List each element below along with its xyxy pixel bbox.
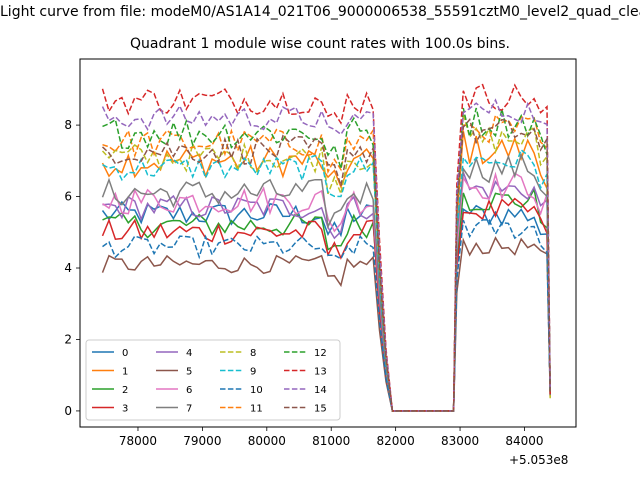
legend-label-10: 10 bbox=[250, 385, 263, 396]
legend-label-11: 11 bbox=[250, 404, 263, 415]
legend-label-9: 9 bbox=[250, 367, 256, 378]
y-tick-label: 8 bbox=[64, 118, 72, 132]
legend-label-4: 4 bbox=[186, 348, 192, 359]
series-line-8 bbox=[101, 114, 551, 412]
legend-label-14: 14 bbox=[314, 385, 327, 396]
y-tick-label: 0 bbox=[64, 404, 72, 418]
legend-label-6: 6 bbox=[186, 385, 192, 396]
series-line-14 bbox=[101, 98, 551, 412]
x-tick-label: 80000 bbox=[248, 434, 286, 448]
x-tick-label: 84000 bbox=[505, 434, 543, 448]
x-tick-label: 83000 bbox=[441, 434, 479, 448]
plot-frame bbox=[79, 58, 577, 428]
x-tick-label: 79000 bbox=[183, 434, 221, 448]
series-line-11 bbox=[102, 113, 551, 412]
y-tick-label: 4 bbox=[64, 261, 72, 275]
series-line-4 bbox=[102, 172, 551, 412]
figure-suptitle: Light curve from file: modeM0/AS1A14_021… bbox=[0, 4, 640, 20]
legend-label-13: 13 bbox=[314, 367, 327, 378]
legend-label-5: 5 bbox=[186, 367, 192, 378]
x-tick-label: 82000 bbox=[377, 434, 415, 448]
series-line-15 bbox=[101, 118, 551, 412]
series-line-13 bbox=[101, 83, 551, 412]
series-line-9 bbox=[102, 148, 551, 412]
legend-label-2: 2 bbox=[122, 385, 128, 396]
series-line-7 bbox=[101, 152, 551, 412]
legend-label-7: 7 bbox=[186, 404, 192, 415]
legend-label-12: 12 bbox=[314, 348, 327, 359]
series-line-1 bbox=[101, 130, 551, 412]
legend-label-0: 0 bbox=[122, 348, 128, 359]
legend-box bbox=[85, 339, 341, 421]
legend-label-15: 15 bbox=[314, 404, 327, 415]
series-line-6 bbox=[102, 171, 551, 412]
x-tick-label: 81000 bbox=[312, 434, 350, 448]
legend-label-3: 3 bbox=[122, 404, 128, 415]
x-tick-label: 78000 bbox=[119, 434, 157, 448]
series-line-10 bbox=[102, 219, 551, 412]
y-tick-label: 6 bbox=[64, 190, 72, 204]
chart-title: Quadrant 1 module wise count rates with … bbox=[130, 36, 510, 52]
legend-label-8: 8 bbox=[250, 348, 256, 359]
y-tick-label: 2 bbox=[64, 332, 72, 346]
series-line-12 bbox=[102, 107, 551, 412]
series-line-3 bbox=[101, 197, 551, 412]
series-line-5 bbox=[101, 236, 551, 412]
legend-label-1: 1 bbox=[122, 367, 128, 378]
x-axis-offset-label: +5.053e8 bbox=[509, 453, 569, 467]
